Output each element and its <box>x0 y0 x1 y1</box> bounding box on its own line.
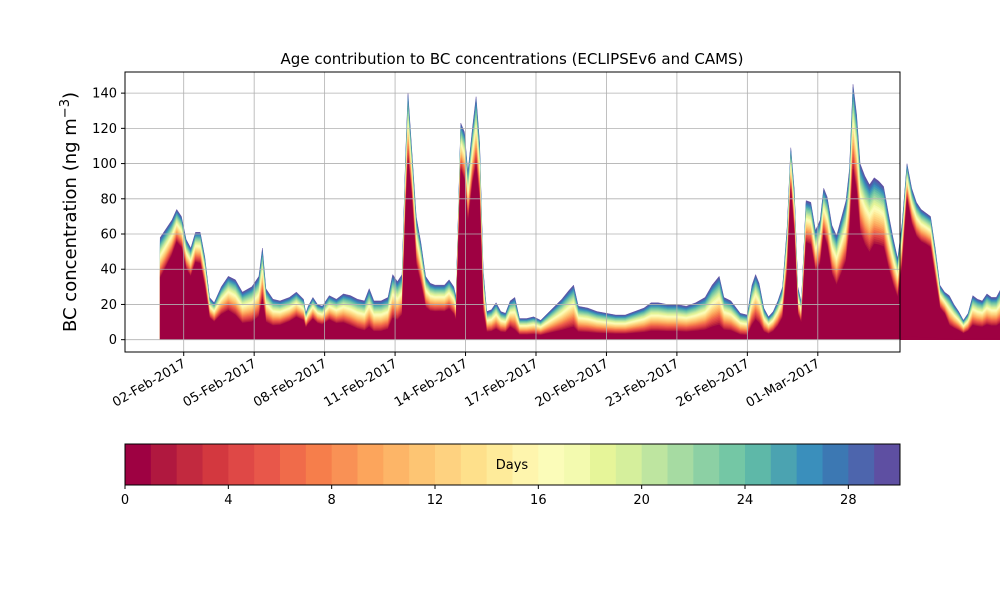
colorbar-bin <box>435 444 462 485</box>
colorbar-bin <box>280 444 307 485</box>
age-bin-area-0 <box>160 160 1000 340</box>
colorbar-bin <box>667 444 694 485</box>
colorbar-bin <box>486 444 513 485</box>
colorbar-bin <box>538 444 565 485</box>
colorbar-bin <box>125 444 152 485</box>
x-tick-label: 26-Feb-2017 <box>674 356 753 410</box>
x-tick-label: 08-Feb-2017 <box>251 356 330 410</box>
colorbar-bin <box>383 444 410 485</box>
plot-area <box>160 84 1000 340</box>
colorbar-tick-label: 4 <box>224 493 232 508</box>
colorbar-bin <box>305 444 333 485</box>
colorbar-frame <box>124 443 901 486</box>
colorbar: 0 4 8 12 16 20 24 28 <box>121 443 901 508</box>
y-tick-label: 20 <box>100 298 117 313</box>
colorbar-bin <box>409 444 436 485</box>
chart-title: Age contribution to BC concentrations (E… <box>281 50 744 68</box>
colorbar-bin <box>822 444 849 485</box>
y-axis: 0 20 40 60 80 100 120 140 <box>92 87 125 348</box>
y-tick-label: 140 <box>92 87 117 102</box>
colorbar-bin <box>460 444 488 485</box>
y-axis-label: BC concentration (ng m−3) <box>58 92 81 332</box>
colorbar-bin <box>357 444 384 485</box>
colorbar-tick-label: 24 <box>737 493 754 508</box>
colorbar-bin <box>796 444 823 485</box>
x-tick-label: 01-Mar-2017 <box>744 356 823 410</box>
y-axis-label-exponent: −3 <box>58 99 73 118</box>
y-tick-label: 120 <box>92 122 117 137</box>
x-tick-label: 20-Feb-2017 <box>533 356 612 410</box>
colorbar-bin <box>770 444 798 485</box>
colorbar-bin <box>848 444 875 485</box>
colorbar-bin <box>615 444 643 485</box>
colorbar-tick-label: 20 <box>633 493 650 508</box>
x-tick-label: 05-Feb-2017 <box>181 356 260 410</box>
colorbar-bin <box>228 444 255 485</box>
x-tick-label: 17-Feb-2017 <box>462 356 541 410</box>
colorbar-bin <box>719 444 746 485</box>
y-tick-label: 80 <box>100 192 117 207</box>
colorbar-bin <box>331 444 358 485</box>
y-tick-label: 100 <box>92 157 117 172</box>
colorbar-bin <box>641 444 668 485</box>
y-tick-label: 60 <box>100 228 117 243</box>
x-tick-label: 14-Feb-2017 <box>392 356 471 410</box>
colorbar-bin <box>590 444 617 485</box>
y-tick-label: 0 <box>109 333 117 348</box>
x-tick-label: 11-Feb-2017 <box>322 356 401 410</box>
colorbar-bin <box>176 444 203 485</box>
grid-lines <box>125 72 900 352</box>
colorbar-bin <box>512 444 539 485</box>
colorbar-tick-label: 0 <box>121 493 129 508</box>
colorbar-bin <box>564 444 591 485</box>
x-axis: 02-Feb-201705-Feb-201708-Feb-201711-Feb-… <box>110 352 823 411</box>
colorbar-bin <box>254 444 281 485</box>
colorbar-bin <box>150 444 178 485</box>
colorbar-label: Days <box>496 458 529 473</box>
colorbar-tick-label: 8 <box>328 493 336 508</box>
colorbar-tick-label: 28 <box>840 493 857 508</box>
colorbar-bin <box>693 444 720 485</box>
colorbar-bin <box>745 444 772 485</box>
colorbar-bin <box>202 444 229 485</box>
colorbar-bin <box>874 444 901 485</box>
y-tick-label: 40 <box>100 263 117 278</box>
colorbar-tick-label: 16 <box>530 493 547 508</box>
axes-frame <box>124 71 901 353</box>
colorbar-tick-label: 12 <box>427 493 444 508</box>
x-tick-label: 02-Feb-2017 <box>110 356 189 410</box>
y-axis-label-close: ) <box>60 92 81 99</box>
x-tick-label: 23-Feb-2017 <box>603 356 682 410</box>
y-axis-label-main: BC concentration (ng m <box>60 118 81 332</box>
age-bin-baseline <box>160 334 1000 340</box>
